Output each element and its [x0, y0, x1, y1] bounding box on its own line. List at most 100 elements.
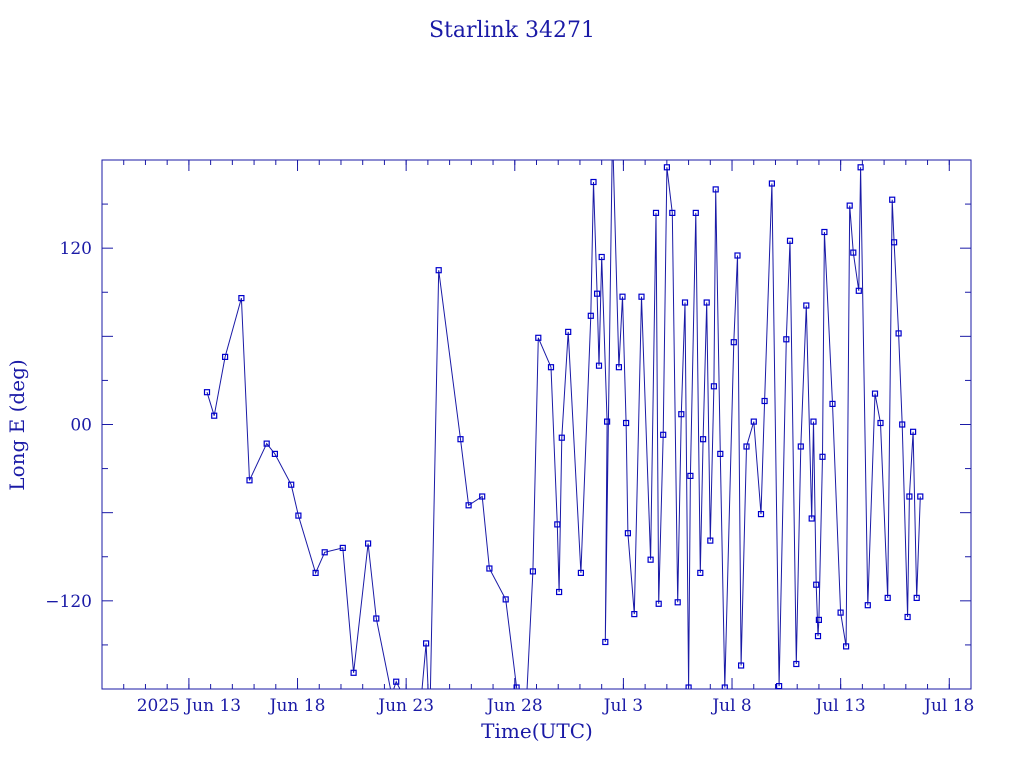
data-point	[737, 662, 745, 669]
data-point	[797, 443, 804, 450]
data-point	[246, 477, 253, 484]
data-point	[222, 353, 229, 360]
data-point	[622, 419, 630, 427]
data-point	[529, 568, 537, 575]
data-point	[373, 615, 380, 622]
data-point	[913, 594, 920, 602]
data-point	[909, 428, 917, 435]
data-point	[603, 418, 611, 425]
data-point	[479, 493, 486, 500]
data-point	[864, 602, 871, 609]
y-tick-label: −120	[45, 592, 92, 612]
data-point	[757, 511, 765, 518]
data-point	[850, 249, 857, 256]
series-markers	[203, 128, 924, 728]
data-point	[813, 581, 820, 588]
data-point	[339, 544, 346, 552]
x-tick-label: Jun 23	[376, 696, 434, 716]
data-point	[871, 390, 879, 397]
data-point	[435, 267, 442, 274]
data-point	[743, 443, 750, 450]
data-point	[884, 594, 891, 602]
data-point	[761, 397, 768, 405]
x-axis-label: Time(UTC)	[481, 719, 593, 743]
x-axis-label-group: Time(UTC)	[481, 719, 593, 743]
data-point	[587, 312, 594, 319]
data-point	[810, 418, 817, 425]
data-point	[703, 299, 710, 306]
data-point	[555, 588, 563, 596]
data-point	[595, 362, 603, 369]
series-lines	[206, 160, 921, 689]
data-point	[631, 610, 638, 618]
data-point	[416, 723, 421, 728]
data-point	[660, 431, 667, 438]
data-point	[768, 180, 776, 187]
data-point	[906, 493, 913, 500]
data-point	[895, 330, 902, 337]
data-point	[687, 472, 694, 479]
data-point	[674, 599, 681, 606]
data-point	[775, 682, 783, 689]
tick-labels: 2025 Jun 13 Jun 18 Jun 23 Jun 28 Jul 3 Jul 8 J…	[45, 239, 974, 716]
x-tick-label: Jul 3	[602, 696, 643, 716]
data-point	[786, 237, 794, 244]
data-point	[904, 613, 911, 621]
data-point	[619, 293, 626, 300]
data-point	[295, 512, 302, 519]
x-tick-label: Jul 13	[814, 696, 866, 716]
data-point	[288, 481, 295, 488]
data-point	[615, 364, 623, 371]
data-point	[652, 209, 660, 216]
data-point	[577, 569, 585, 577]
data-point	[877, 419, 884, 427]
data-point	[647, 556, 654, 563]
data-point	[890, 239, 898, 246]
data-point	[734, 252, 741, 259]
data-point	[815, 616, 823, 624]
data-point	[678, 411, 685, 418]
chart-title: Starlink 34271	[429, 18, 595, 43]
data-point	[312, 569, 319, 577]
data-point	[692, 209, 699, 216]
data-point	[502, 596, 509, 603]
data-point	[819, 453, 826, 460]
data-point	[365, 540, 372, 547]
data-point	[899, 421, 906, 428]
data-point	[699, 436, 707, 443]
data-point	[590, 178, 597, 186]
y-tick-label: 00	[70, 416, 92, 436]
data-point	[685, 684, 692, 689]
y-axis-label: Long E (deg)	[5, 359, 29, 490]
data-point	[547, 364, 555, 371]
data-point	[211, 412, 218, 419]
data-point	[681, 299, 689, 306]
data-point	[598, 253, 605, 261]
data-point	[707, 537, 714, 544]
data-point	[750, 418, 757, 425]
data-point	[624, 530, 632, 537]
data-point	[697, 569, 704, 577]
x-tick-label: Jun 18	[268, 696, 326, 716]
data-point	[263, 440, 270, 447]
data-point	[655, 600, 662, 607]
data-point	[917, 493, 924, 500]
data-point	[271, 450, 278, 457]
data-point	[513, 684, 520, 689]
data-point	[602, 638, 609, 646]
data-point	[842, 643, 850, 650]
data-point	[423, 640, 430, 647]
data-point	[350, 669, 357, 676]
data-point	[203, 389, 211, 396]
data-point	[717, 450, 724, 457]
x-tick-label: Jun 28	[485, 696, 543, 716]
data-point	[610, 128, 615, 133]
data-point	[793, 660, 800, 668]
data-point	[803, 302, 810, 309]
data-point	[321, 549, 328, 556]
plot-area	[203, 128, 924, 728]
axis-ticks	[101, 159, 972, 690]
data-point	[721, 684, 728, 689]
data-point	[669, 209, 676, 216]
